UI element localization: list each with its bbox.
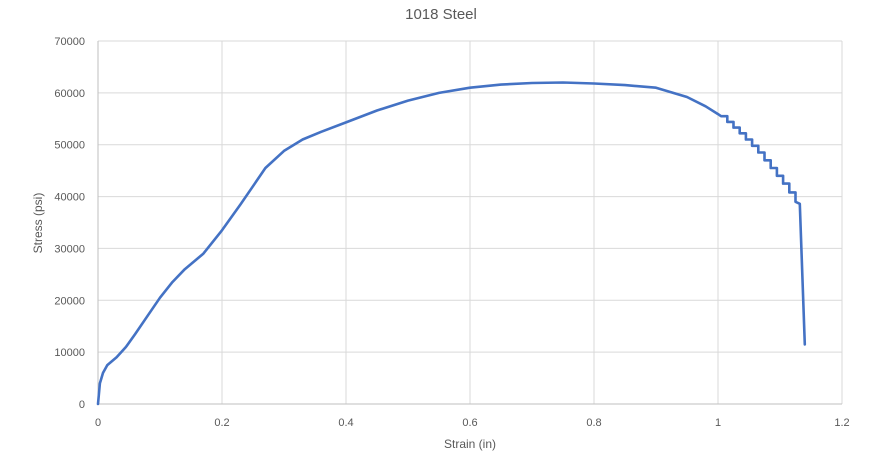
y-tick-label: 10000: [54, 347, 85, 359]
axes: 0 10000 20000 30000 40000 50000 60000 70000 0 0.2…: [54, 36, 849, 429]
gridlines: [98, 40, 843, 404]
y-tick-label: 40000: [54, 192, 85, 204]
chart-title: 1018 Steel: [405, 6, 477, 23]
x-tick-label: 0.2: [214, 417, 229, 429]
y-axis-label: Stress (psi): [31, 193, 45, 254]
x-tick-label: 0: [95, 417, 101, 429]
y-tick-label: 30000: [54, 243, 85, 255]
x-tick-label: 0.4: [338, 417, 353, 429]
x-tick-label: 1: [715, 417, 721, 429]
y-tick-label: 50000: [54, 140, 85, 152]
x-tick-label: 0.6: [462, 417, 477, 429]
x-axis-label: Strain (in): [444, 437, 496, 451]
x-tick-label: 0.8: [586, 417, 601, 429]
series-line: [96, 81, 807, 406]
series-layer: [96, 81, 807, 406]
y-tick-label: 60000: [54, 88, 85, 100]
y-tick-label: 0: [79, 399, 85, 411]
x-tick-label: 1.2: [834, 417, 849, 429]
y-tick-label: 70000: [54, 36, 85, 48]
y-tick-label: 20000: [54, 295, 85, 307]
